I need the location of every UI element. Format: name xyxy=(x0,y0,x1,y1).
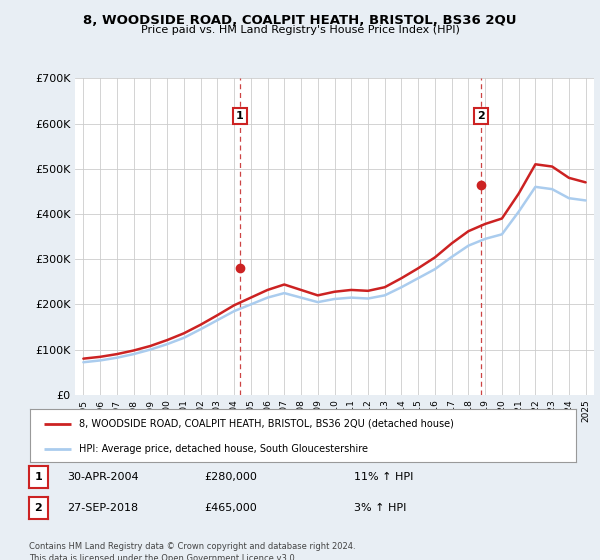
Text: Contains HM Land Registry data © Crown copyright and database right 2024.
This d: Contains HM Land Registry data © Crown c… xyxy=(29,542,355,560)
Text: 8, WOODSIDE ROAD, COALPIT HEATH, BRISTOL, BS36 2QU: 8, WOODSIDE ROAD, COALPIT HEATH, BRISTOL… xyxy=(83,14,517,27)
Text: 8, WOODSIDE ROAD, COALPIT HEATH, BRISTOL, BS36 2QU (detached house): 8, WOODSIDE ROAD, COALPIT HEATH, BRISTOL… xyxy=(79,419,454,429)
Text: 11% ↑ HPI: 11% ↑ HPI xyxy=(354,472,413,482)
Text: Price paid vs. HM Land Registry's House Price Index (HPI): Price paid vs. HM Land Registry's House … xyxy=(140,25,460,35)
Text: 1: 1 xyxy=(236,111,244,122)
Text: 2: 2 xyxy=(477,111,485,122)
Text: 3% ↑ HPI: 3% ↑ HPI xyxy=(354,503,406,513)
Text: 30-APR-2004: 30-APR-2004 xyxy=(67,472,139,482)
Text: 27-SEP-2018: 27-SEP-2018 xyxy=(67,503,139,513)
Text: £280,000: £280,000 xyxy=(204,472,257,482)
Text: 1: 1 xyxy=(35,472,42,482)
Text: 2: 2 xyxy=(35,503,42,513)
Text: HPI: Average price, detached house, South Gloucestershire: HPI: Average price, detached house, Sout… xyxy=(79,444,368,454)
Text: £465,000: £465,000 xyxy=(204,503,257,513)
